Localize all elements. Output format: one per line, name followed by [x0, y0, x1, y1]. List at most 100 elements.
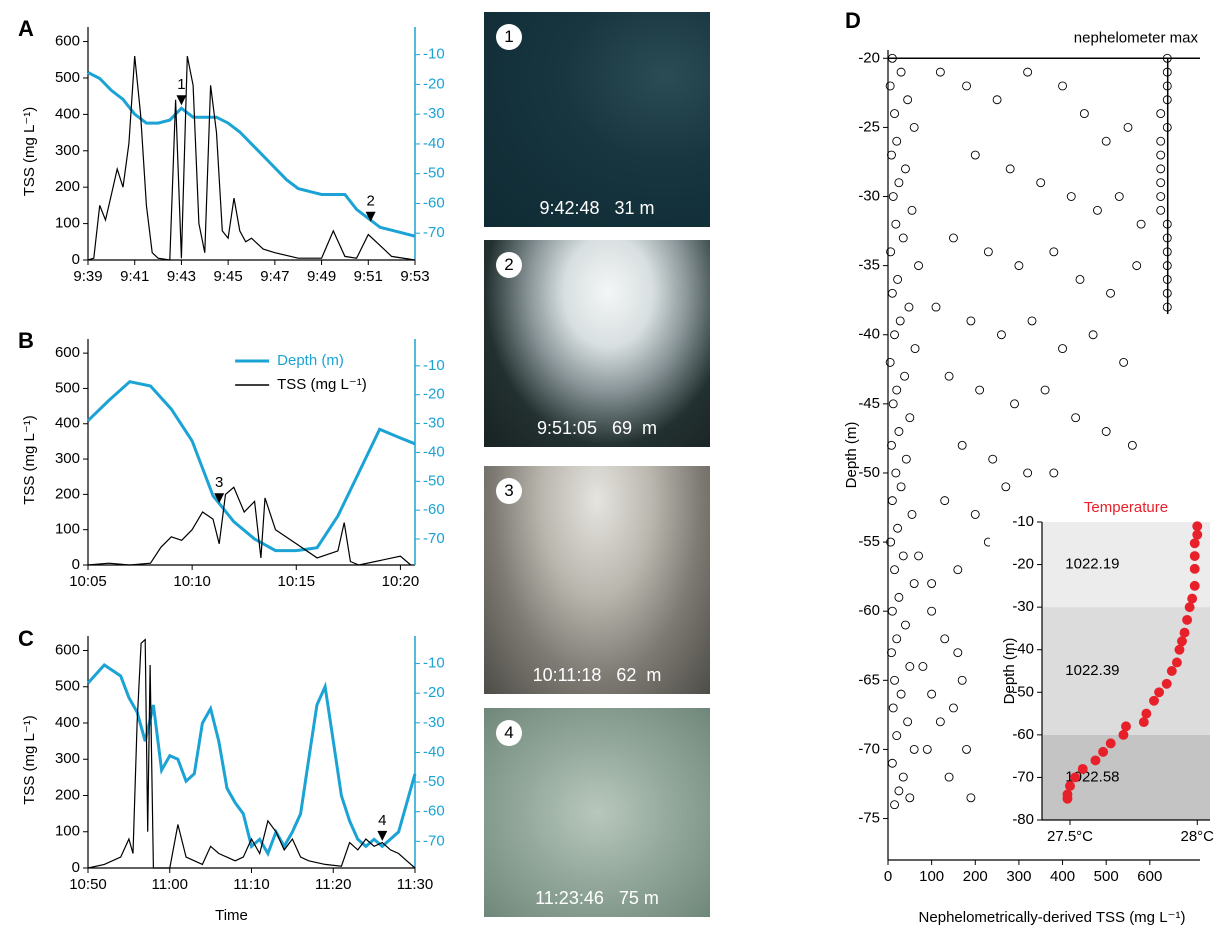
point — [891, 331, 899, 339]
y-tick-label: 400 — [55, 415, 80, 432]
point — [1157, 179, 1165, 187]
point — [1183, 615, 1192, 624]
y2-tick-label: -20 — [423, 386, 445, 403]
band-label: 1022.39 — [1065, 662, 1119, 679]
point — [1162, 679, 1171, 688]
y-tick-label: 200 — [55, 786, 80, 803]
point — [997, 331, 1005, 339]
point — [887, 441, 895, 449]
point — [888, 607, 896, 615]
x-tick-label: 9:41 — [120, 268, 149, 285]
point — [1024, 68, 1032, 76]
x-tick-label: 11:30 — [397, 876, 433, 893]
point — [1139, 718, 1148, 727]
point — [895, 593, 903, 601]
x-tick-label: 28°C — [1181, 828, 1215, 845]
point — [1175, 645, 1184, 654]
point — [1024, 469, 1032, 477]
point — [976, 386, 984, 394]
point — [1067, 193, 1075, 201]
y2-tick-label: -60 — [423, 194, 445, 211]
point — [894, 275, 902, 283]
y-tick-label: -75 — [858, 810, 880, 827]
y-tick-label: -60 — [1012, 726, 1034, 743]
photo-number: 1 — [496, 24, 522, 50]
y2-tick-label: -40 — [423, 743, 445, 760]
point — [1028, 317, 1036, 325]
point — [908, 206, 916, 214]
photo-number: 3 — [496, 478, 522, 504]
point — [915, 552, 923, 560]
point — [963, 82, 971, 90]
y-tick-label: -50 — [858, 464, 880, 481]
y2-tick-label: -20 — [423, 75, 445, 92]
point — [1093, 206, 1101, 214]
x-tick-label: 11:00 — [152, 876, 188, 893]
y2-tick-label: -50 — [423, 773, 445, 790]
photo-number: 2 — [496, 252, 522, 278]
point — [967, 794, 975, 802]
point — [932, 303, 940, 311]
photo-caption: 9:51:05 69 m — [484, 418, 710, 439]
point — [1193, 522, 1202, 531]
y-tick-label: -65 — [858, 671, 880, 688]
y-tick-label: 300 — [55, 450, 80, 467]
point — [901, 621, 909, 629]
photo: 4 11:23:46 75 m — [484, 708, 710, 917]
series-line — [88, 73, 415, 237]
y-axis-label: TSS (mg L⁻¹) — [21, 715, 38, 805]
point — [1015, 262, 1023, 270]
point — [1106, 739, 1115, 748]
legend-label: Depth (m) — [277, 352, 344, 369]
point — [989, 455, 997, 463]
point — [899, 773, 907, 781]
point — [1178, 637, 1187, 646]
point — [1089, 331, 1097, 339]
y2-tick-label: -10 — [423, 655, 445, 672]
x-tick-label: 200 — [963, 868, 988, 885]
x-tick-label: 10:15 — [278, 573, 316, 590]
y-tick-label: -20 — [858, 49, 880, 66]
band-label: 1022.19 — [1065, 556, 1119, 573]
y-tick-label: 0 — [72, 859, 80, 876]
point — [893, 386, 901, 394]
y-tick-label: 0 — [72, 251, 80, 268]
point — [888, 497, 896, 505]
point — [1050, 469, 1058, 477]
point — [1150, 696, 1159, 705]
y-tick-label: -70 — [1012, 768, 1034, 785]
x-tick-label: 10:05 — [69, 573, 107, 590]
point — [1115, 193, 1123, 201]
point — [1185, 603, 1194, 612]
point — [1071, 773, 1080, 782]
point — [910, 123, 918, 131]
y-axis-label: TSS (mg L⁻¹) — [21, 107, 38, 197]
point — [892, 220, 900, 228]
point — [919, 662, 927, 670]
point — [1041, 386, 1049, 394]
point — [1157, 206, 1165, 214]
point — [891, 566, 899, 574]
point — [1099, 747, 1108, 756]
y-tick-label: 300 — [55, 750, 80, 767]
point — [905, 303, 913, 311]
point — [1120, 358, 1128, 366]
point — [908, 510, 916, 518]
point — [1193, 530, 1202, 539]
y-tick-label: 200 — [55, 485, 80, 502]
y2-tick-label: -60 — [423, 803, 445, 820]
y-tick-label: 600 — [55, 344, 80, 361]
annotation-marker — [176, 95, 186, 105]
point — [897, 68, 905, 76]
point — [895, 787, 903, 795]
x-tick-label: 500 — [1094, 868, 1119, 885]
y2-tick-label: -30 — [423, 415, 445, 432]
point — [949, 234, 957, 242]
point — [906, 662, 914, 670]
point — [891, 676, 899, 684]
point — [1050, 248, 1058, 256]
point — [911, 345, 919, 353]
annotation-label: 3 — [215, 474, 223, 491]
point — [886, 358, 894, 366]
photo: 3 10:11:18 62 m — [484, 466, 710, 694]
